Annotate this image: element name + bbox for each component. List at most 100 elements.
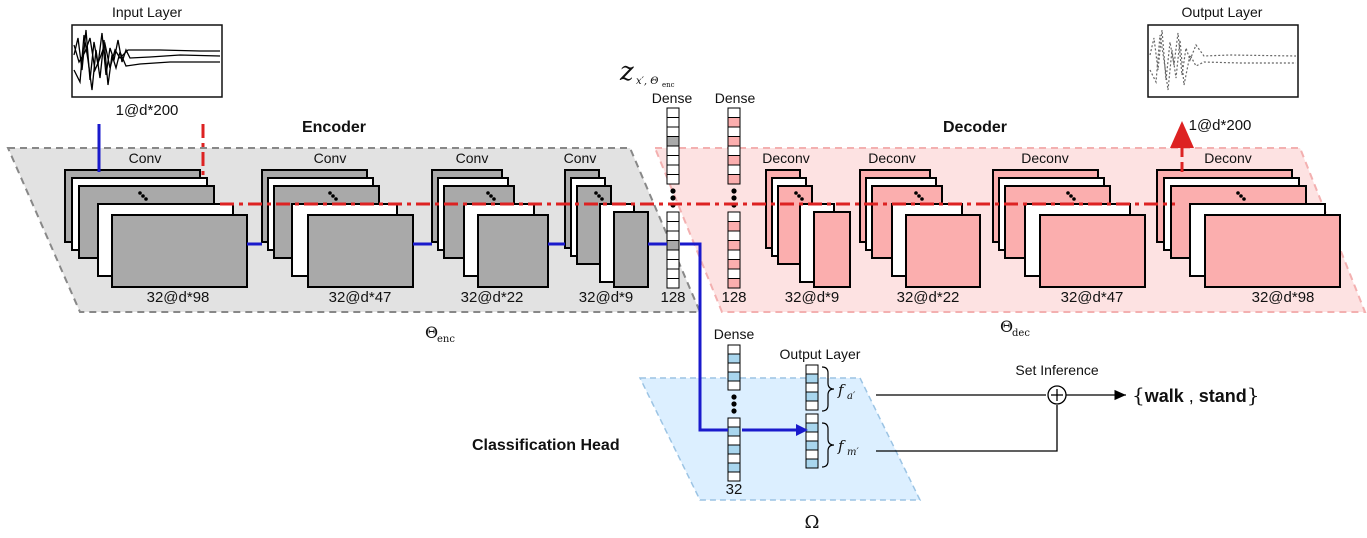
ellipsis-dot — [731, 394, 737, 400]
dense-unit — [666, 155, 680, 166]
decoder-op-2: Deconv — [868, 150, 915, 166]
dense-unit — [727, 174, 741, 185]
decoder-op-3: Deconv — [1021, 150, 1068, 166]
encoder-op-2: Conv — [314, 150, 347, 166]
svg-text:dec: dec — [1012, 328, 1030, 339]
decoder-op-1: Deconv — [762, 150, 809, 166]
latent-z-label: z x′, Θ enc — [619, 57, 675, 89]
ellipsis-dot — [670, 195, 676, 201]
dense-unit — [805, 364, 819, 375]
dense-unit — [727, 426, 741, 437]
encoder-shape-1: 32@d*98 — [147, 289, 210, 306]
dense-unit — [727, 353, 741, 364]
dense-unit — [805, 391, 819, 402]
dense-cls-title: Dense — [714, 326, 755, 342]
svg-text:a′: a′ — [847, 391, 856, 402]
dense-unit — [727, 240, 741, 251]
decoder-op-4: Deconv — [1204, 150, 1251, 166]
dense-unit — [666, 174, 680, 185]
encoder-op-3: Conv — [456, 150, 489, 166]
set-inference-title: Set Inference — [1015, 362, 1098, 378]
dense-dec-title: Dense — [715, 90, 756, 106]
encoder-shape-4: 32@d*9 — [579, 289, 633, 306]
dense-unit — [666, 126, 680, 137]
dense-unit — [727, 278, 741, 289]
dense-unit — [666, 268, 680, 279]
theta-enc-label: Θ enc — [425, 323, 455, 345]
dense-unit — [727, 344, 741, 355]
dense-unit — [727, 471, 741, 482]
theta-dec-label: Θ dec — [1000, 317, 1030, 339]
dense-unit — [805, 431, 819, 442]
decoder-block-2: Deconv 32@d*22 — [859, 150, 981, 306]
ellipsis-dot — [731, 401, 737, 407]
dense-unit — [666, 117, 680, 128]
f-a-label: f a′ — [837, 381, 856, 402]
dense-unit — [727, 155, 741, 166]
encoder-block-3: Conv 32@d*22 — [431, 150, 549, 306]
decoder-block-4: Deconv 32@d*98 — [1156, 150, 1341, 306]
output-layer-stack — [805, 364, 819, 469]
dense-cls-stack — [727, 344, 741, 482]
dense-unit — [727, 126, 741, 137]
inference-result: {walk , stand} — [1132, 383, 1260, 407]
dense-unit — [805, 422, 819, 433]
ellipsis-dot — [670, 188, 676, 194]
dense-enc-size: 128 — [660, 289, 685, 306]
f-m-label: f m′ — [837, 437, 859, 458]
dense-unit — [727, 164, 741, 175]
svg-text:Θ: Θ — [425, 323, 438, 342]
svg-text:enc: enc — [437, 334, 455, 345]
output-shape-label: 1@d*200 — [1189, 117, 1252, 134]
dense-dec-size: 128 — [721, 289, 746, 306]
dense-unit — [805, 413, 819, 424]
decoder-shape-3: 32@d*47 — [1061, 289, 1124, 306]
decoder-block-1: Deconv 32@d*9 — [762, 150, 851, 306]
dense-unit — [727, 107, 741, 118]
dense-unit — [666, 249, 680, 260]
ellipsis-dot — [731, 188, 737, 194]
dense-unit — [727, 435, 741, 446]
encoder-shape-3: 32@d*22 — [461, 289, 524, 306]
dense-unit — [727, 371, 741, 382]
encoder-block-2: Conv 32@d*47 — [261, 150, 414, 306]
decoder-shape-2: 32@d*22 — [897, 289, 960, 306]
dense-unit — [666, 278, 680, 289]
decoder-shape-4: 32@d*98 — [1252, 289, 1315, 306]
dense-unit — [666, 221, 680, 232]
dense-unit — [727, 249, 741, 260]
latent-z-sub: x′, Θ — [636, 76, 658, 87]
ellipsis-dot — [731, 408, 737, 414]
input-layer-panel: Input Layer 1@d*200 — [71, 4, 223, 119]
dense-enc-stack — [666, 107, 680, 289]
dense-unit — [805, 449, 819, 460]
dense-unit — [805, 373, 819, 384]
dense-unit — [727, 362, 741, 373]
latent-z-symbol: z — [619, 57, 634, 87]
dense-unit — [727, 380, 741, 391]
svg-text:f: f — [837, 381, 846, 399]
dense-unit — [666, 230, 680, 241]
dense-unit — [727, 259, 741, 270]
dense-unit — [727, 136, 741, 147]
dense-unit — [666, 211, 680, 222]
sum-node — [1047, 385, 1067, 405]
svg-text:m′: m′ — [847, 447, 859, 458]
encoder-title: Encoder — [302, 119, 366, 136]
classification-region — [638, 377, 922, 501]
input-layer-title: Input Layer — [112, 4, 182, 20]
omega-label: Ω — [805, 512, 820, 533]
dense-unit — [727, 462, 741, 473]
output-layer-cls-title: Output Layer — [780, 346, 861, 362]
encoder-op-1: Conv — [129, 150, 162, 166]
svg-text:Θ: Θ — [1000, 317, 1013, 336]
dense-unit — [727, 417, 741, 428]
latent-z-subsub: enc — [662, 81, 675, 89]
input-shape-label: 1@d*200 — [116, 102, 179, 119]
output-layer-title: Output Layer — [1182, 4, 1263, 20]
ellipsis-dot — [731, 195, 737, 201]
dense-unit — [805, 440, 819, 451]
dense-unit — [727, 444, 741, 455]
dense-unit — [805, 382, 819, 393]
